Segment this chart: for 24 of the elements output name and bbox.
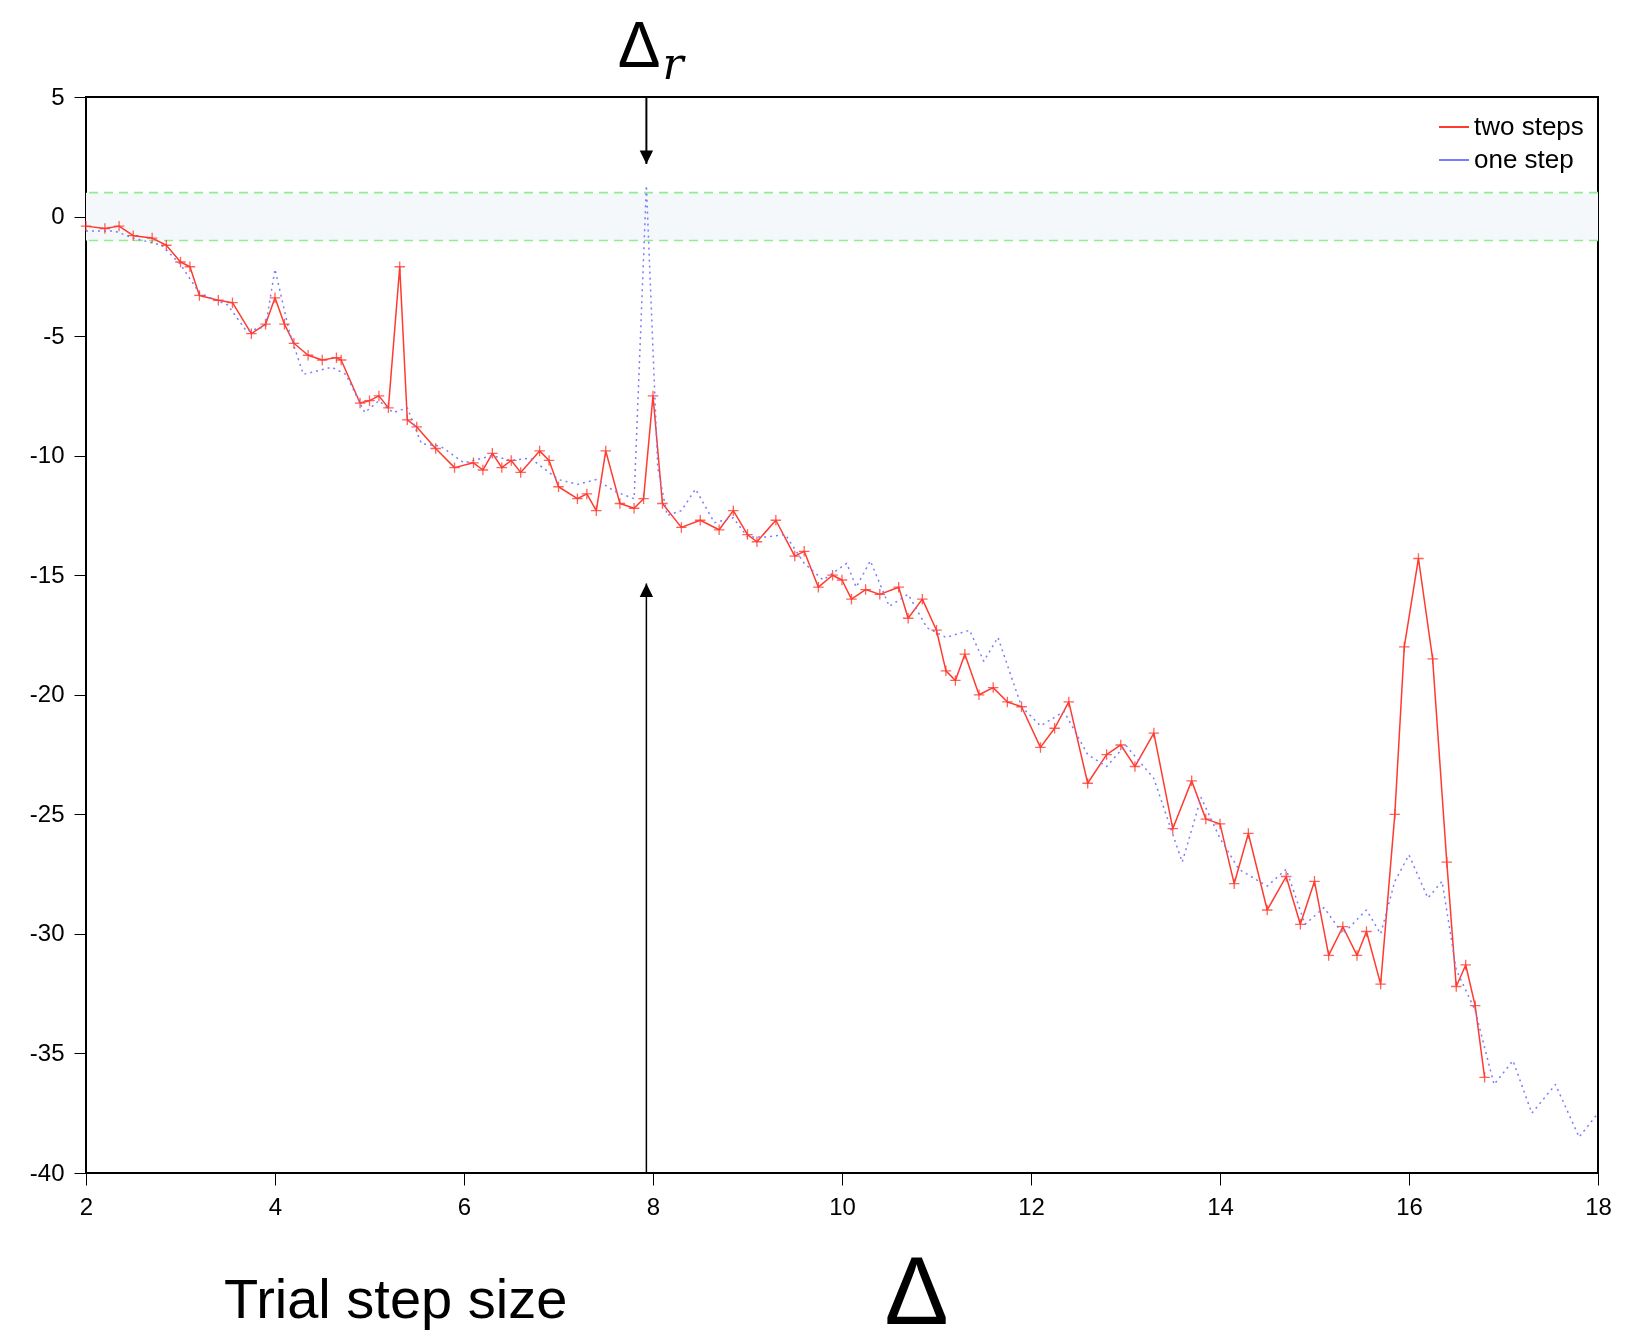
legend-label: one step <box>1474 144 1574 174</box>
legend-label: two steps <box>1474 111 1584 141</box>
x-tick-label: 16 <box>1396 1192 1423 1220</box>
y-tick-label: -5 <box>43 321 65 349</box>
y-tick-label: -10 <box>29 441 65 469</box>
x-tick-label: 8 <box>646 1192 661 1220</box>
x-tick-label: 10 <box>829 1192 856 1220</box>
y-tick-label: -40 <box>29 1158 65 1186</box>
x-tick-label: 6 <box>457 1192 472 1220</box>
y-tick-label: -20 <box>29 680 65 708</box>
x-tick-label: 14 <box>1207 1192 1234 1220</box>
y-tick-label: -35 <box>29 1038 65 1066</box>
line-series <box>85 184 1599 1138</box>
y-tick-label: 5 <box>51 82 65 110</box>
text: Trial step size <box>224 1267 568 1330</box>
x-axis-title: Δ <box>884 1236 949 1338</box>
x-tick-label: 18 <box>1585 1192 1612 1220</box>
y-tick-label: -25 <box>29 799 65 827</box>
y-tick-label: 0 <box>51 202 65 230</box>
y-tick-label: -15 <box>29 560 65 588</box>
x-tick-label: 12 <box>1018 1192 1045 1220</box>
x-tick-label: 2 <box>79 1192 94 1220</box>
y-tick-label: -30 <box>29 919 65 947</box>
x-tick-label: 4 <box>268 1192 283 1220</box>
